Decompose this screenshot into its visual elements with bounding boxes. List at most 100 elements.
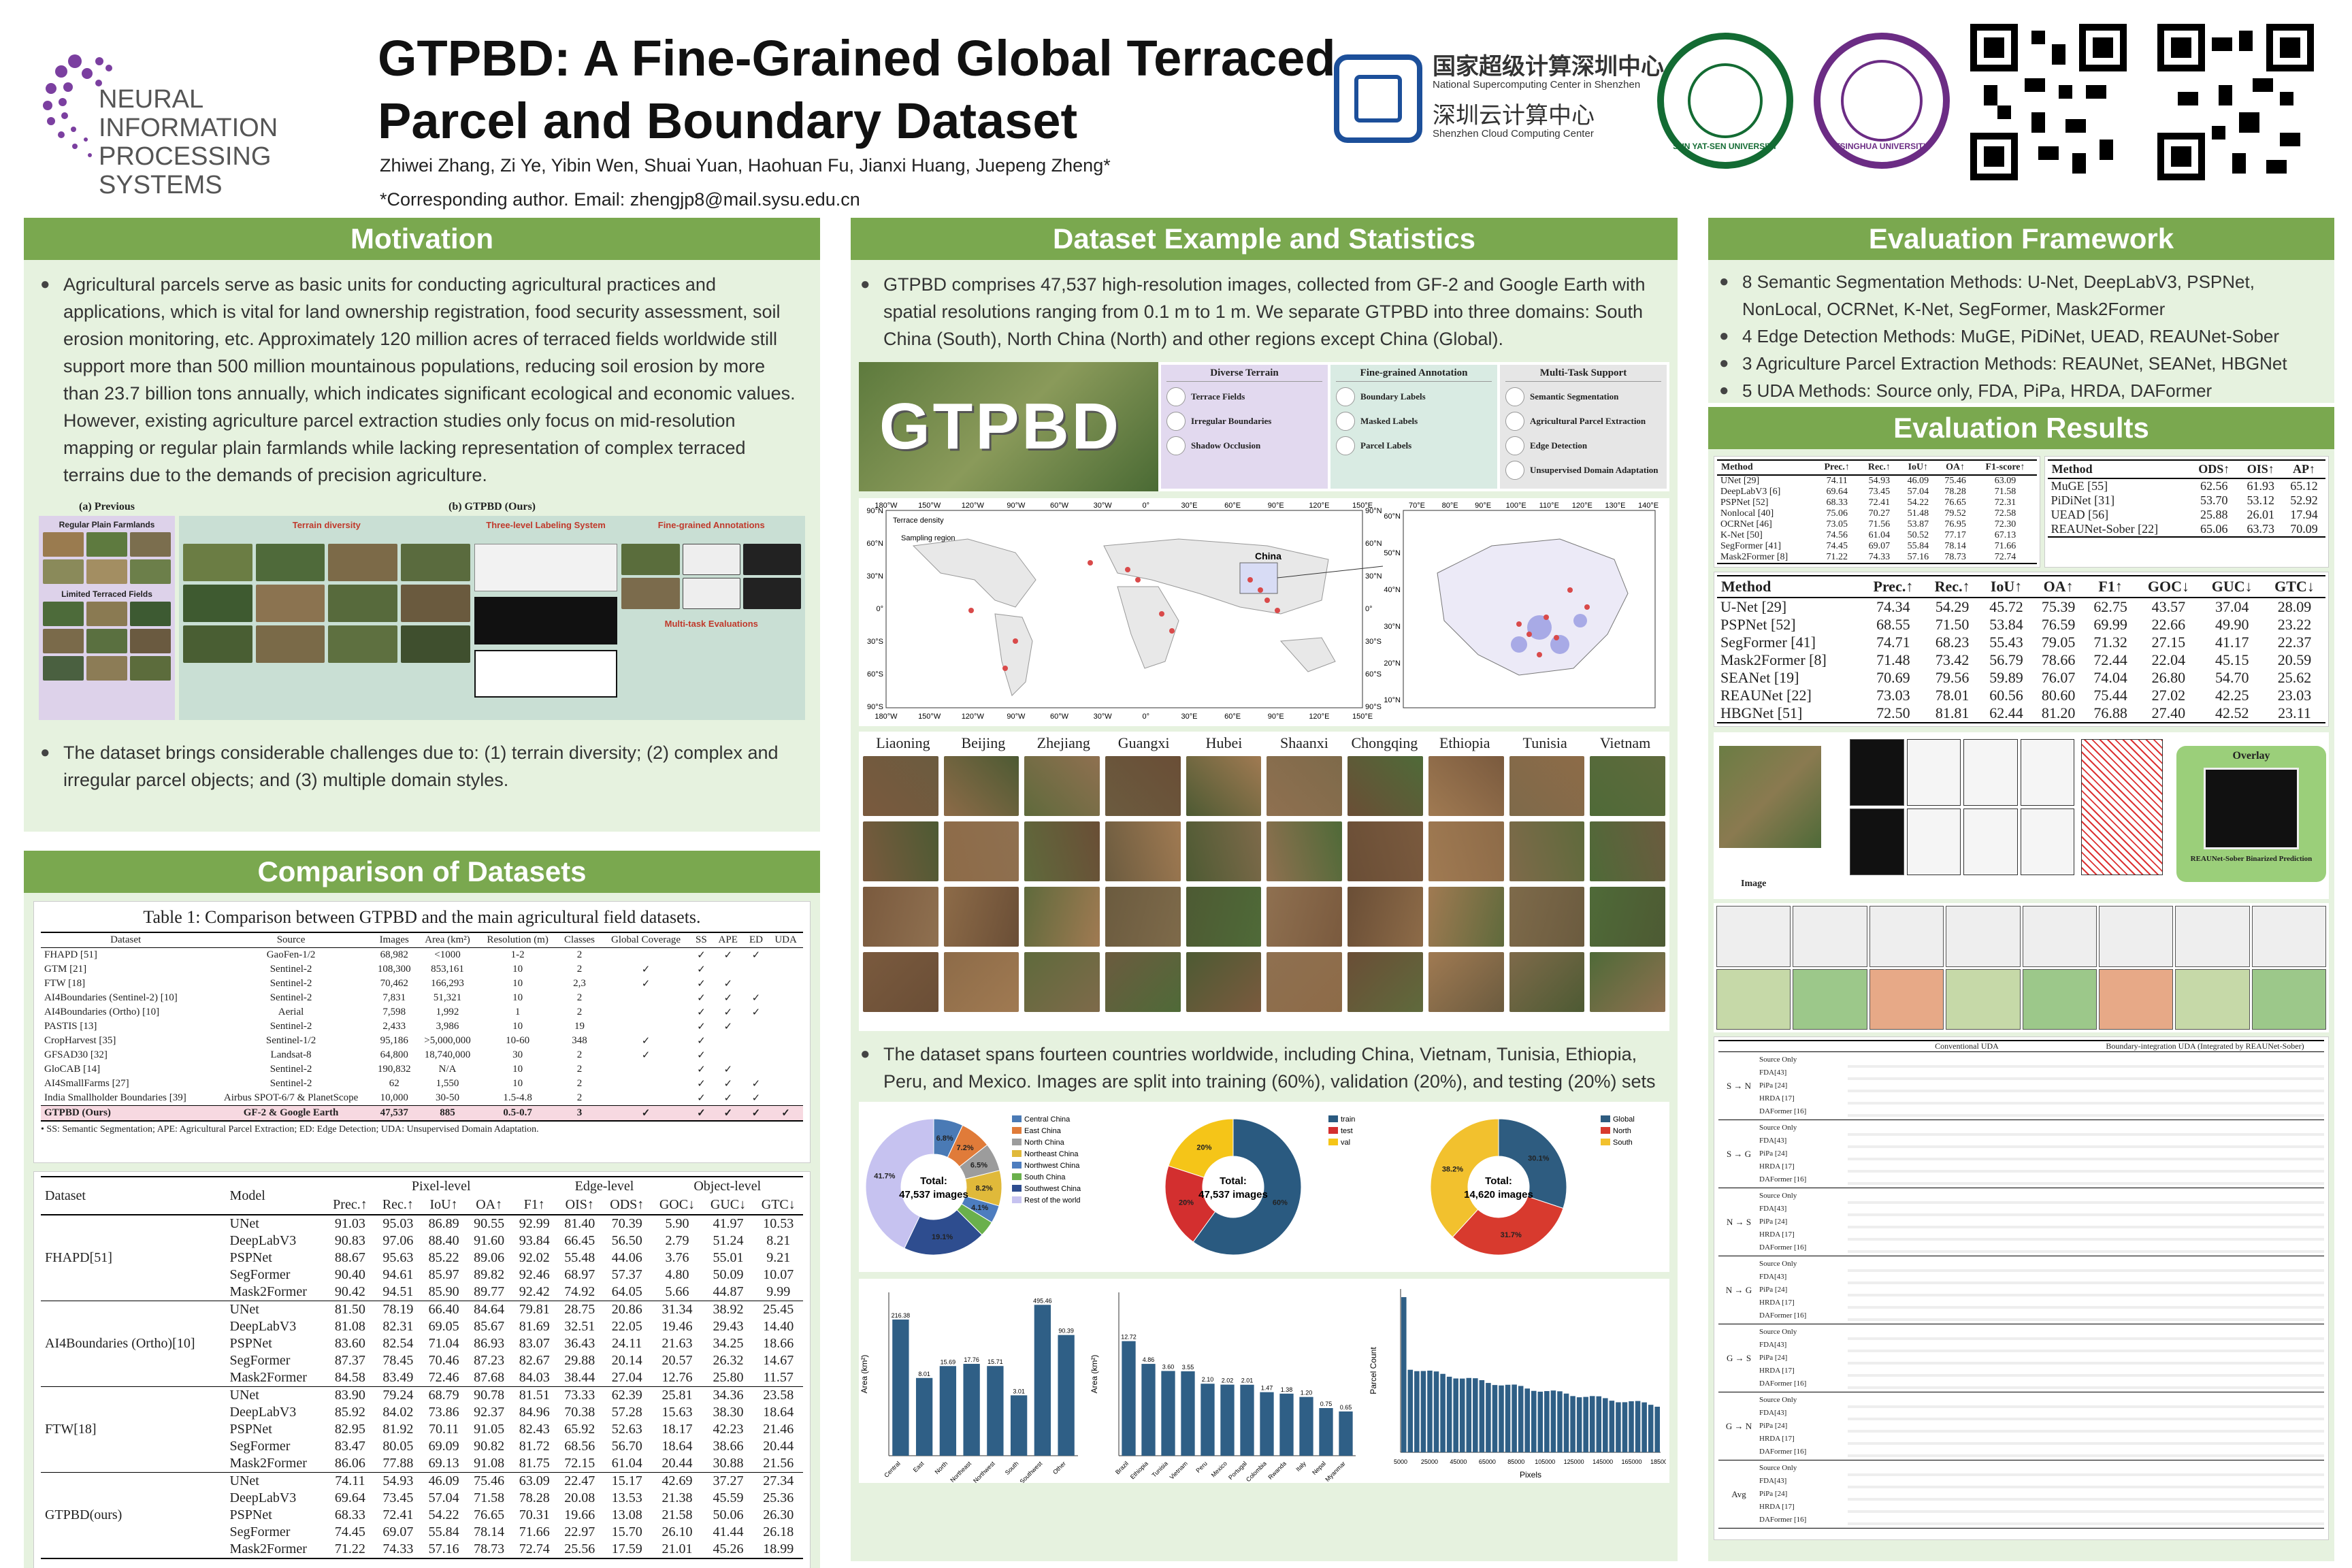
banner-item-label: Boundary Labels [1360,391,1426,402]
cmp-cell: Sentinel-2 [270,1078,312,1089]
qr-code-1[interactable] [1970,24,2127,180]
legend-swatch [1601,1115,1610,1122]
y-axis-label: Area (km²) [860,1355,869,1394]
big-cell: 45.59 [713,1490,744,1505]
y-axis-label: Parcel Count [1369,1347,1378,1394]
big-cell: 83.60 [334,1336,365,1351]
cmp-cell [713,1034,744,1048]
cmp-cell: 2 [576,992,583,1003]
cmp-cell: 10 [512,978,523,989]
bar [892,1319,909,1456]
uda-method: DAFormer [16] [1759,1516,1807,1524]
big-cell: 86.06 [334,1456,365,1471]
region-sample-image [1186,952,1262,1012]
china-lon-tick: 100°E [1506,502,1526,510]
cmp-cell: 10 [512,1021,523,1032]
legend-label: val [1341,1139,1350,1147]
uda-method: Source Only [1759,1192,1797,1200]
result-row: PSPNet [52] 68.33 72.41 54.22 76.65 72.31 [1717,497,2037,508]
result-cell: OCRNet [46] [1720,519,1772,529]
limited-label: Limited Terraced Fields [61,589,152,599]
cmp-cell: 853,161 [431,964,464,975]
big-row: DeepLabV3 85.92 84.02 73.86 92.37 84.96 70.38 5… [41,1404,803,1421]
big-cell: 21.38 [662,1490,693,1505]
cmp-col-header: ED [743,932,769,948]
qr-code-2[interactable] [2157,24,2314,180]
region-sample-image [1186,887,1262,947]
cmp-cell: 95,186 [380,1035,408,1046]
big-cell: 81.08 [334,1319,365,1334]
cmp-cell: ✓ [723,1108,733,1119]
world-map: China Terrace density Sampling region 18… [866,502,1383,721]
big-cell: 84.64 [474,1302,505,1317]
cmp-cell: ✓ [697,1108,706,1119]
world-lon-ticks: 180°W 180°W 150°W 150°W 120°W 120°W 90°W 90°W 60… [875,502,1373,721]
visual-comparison-tile [2022,906,2097,967]
histogram-bar [1622,1402,1628,1452]
region-sample-image [1024,756,1100,816]
result-col-header: Method [1721,462,1753,472]
region-sample-image [1509,952,1585,1012]
result-cell: 45.72 [1989,598,2023,615]
banner-item-label: Terrace Fields [1191,391,1245,402]
big-cell: 69.09 [428,1439,459,1454]
bar [987,1366,1004,1456]
big-cell: 85.97 [428,1267,459,1282]
histogram-bar [1654,1406,1660,1452]
banner-item-icon [1166,387,1186,406]
sysu-name: SUN YAT-SEN UNIVERSITY [1673,142,1778,151]
big-cell: 21.01 [662,1541,693,1556]
big-cell: Mask2Former [229,1541,307,1556]
result-cell: 57.16 [1907,552,1929,562]
pie-center-count: 47,537 images [899,1189,968,1200]
cmp-cell: 1.5-4.8 [503,1092,532,1103]
histogram-bar [1603,1398,1608,1452]
big-col-header: OIS↑ [565,1197,594,1212]
result-cell: 75.06 [1826,508,1848,519]
big-cell: 78.73 [474,1541,505,1556]
result-cell: 77.17 [1944,530,1966,540]
cmp-cell: Airbus SPOT-6/7 & PlanetScope [223,1092,359,1103]
result-cell: 54.29 [1935,598,1970,615]
big-cell: 26.18 [763,1524,794,1539]
pie-value-label: 41.7% [874,1173,895,1181]
cmp-cell [768,977,803,991]
big-cell: 81.92 [382,1422,414,1437]
big-cell: 34.25 [713,1336,744,1351]
result-cell: 54.70 [2215,669,2249,686]
region-sample-image [1590,952,1665,1012]
result-col-header: GUC↓ [2211,578,2253,595]
big-cell: 38.92 [713,1302,744,1317]
big-cell: 28.75 [564,1302,595,1317]
group-pixel: Pixel-level [411,1179,471,1194]
big-cell: 93.84 [519,1233,550,1248]
region-sample-image [863,887,938,947]
big-cell: 26.32 [713,1353,744,1368]
big-cell: 89.77 [474,1284,505,1299]
uda-domain: G → N [1725,1420,1752,1431]
big-cell: 81.75 [519,1456,550,1471]
histogram-bar [1440,1373,1446,1452]
region-sample-image [1348,821,1423,881]
big-cell: 19.46 [662,1319,693,1334]
result-cell: 69.99 [2093,616,2127,633]
result-cell: 25.88 [2200,508,2228,521]
big-cell: 9.99 [766,1284,791,1299]
map-lon-tick: 30°E [1181,713,1197,721]
big-cell: 13.08 [611,1507,642,1522]
cmp-cell [602,1077,690,1091]
result-col-header: GTC↓ [2274,578,2315,595]
result-cell: 74.04 [2093,669,2127,686]
cmp-cell [768,1019,803,1034]
result-cell: 71.32 [2093,634,2127,651]
big-cell: 87.37 [334,1353,365,1368]
result-cell: 43.57 [2151,598,2186,615]
poster-title: GTPBD: A Fine-Grained Global Terraced Pa… [378,30,1336,149]
big-row: Mask2Former 84.58 83.49 72.46 87.68 84.03 38.4… [41,1369,803,1387]
bar-category-label: Myanmar [1324,1460,1347,1483]
pie-center-count: 14,620 images [1464,1189,1533,1200]
big-cell: 69.64 [334,1490,365,1505]
uda-method: FDA[43] [1759,1205,1787,1213]
big-cell: 71.22 [334,1541,365,1556]
banner-item-label: Edge Detection [1530,440,1588,451]
